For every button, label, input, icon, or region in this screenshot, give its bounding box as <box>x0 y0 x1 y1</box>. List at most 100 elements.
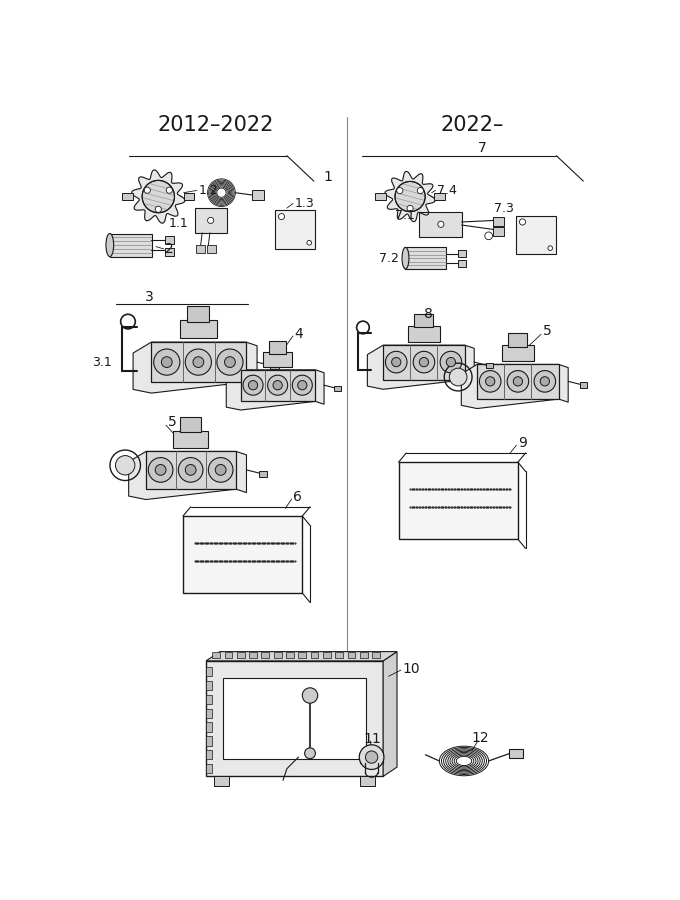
Bar <box>311 652 318 658</box>
Circle shape <box>359 745 384 770</box>
Bar <box>223 678 367 760</box>
Circle shape <box>278 213 285 220</box>
Circle shape <box>305 748 316 759</box>
Circle shape <box>307 240 311 245</box>
Circle shape <box>438 221 444 228</box>
Circle shape <box>548 246 553 250</box>
Circle shape <box>440 351 462 373</box>
Circle shape <box>116 455 135 475</box>
Circle shape <box>407 205 413 212</box>
Bar <box>206 708 212 718</box>
Text: 1.2: 1.2 <box>199 184 218 197</box>
Polygon shape <box>133 342 257 393</box>
Circle shape <box>185 464 196 475</box>
Bar <box>206 736 212 745</box>
Text: 3.1: 3.1 <box>92 356 112 369</box>
Circle shape <box>216 464 226 475</box>
Circle shape <box>193 356 204 367</box>
Text: 1.1: 1.1 <box>169 217 188 230</box>
Circle shape <box>449 368 467 386</box>
Bar <box>269 341 286 354</box>
Circle shape <box>155 464 166 475</box>
Bar <box>206 661 383 777</box>
Circle shape <box>178 457 203 482</box>
Bar <box>263 353 292 367</box>
Text: 2012–2022: 2012–2022 <box>158 115 274 135</box>
Circle shape <box>365 751 378 763</box>
Bar <box>299 652 306 658</box>
Bar <box>360 777 375 786</box>
Bar <box>180 417 201 432</box>
Bar <box>383 346 464 380</box>
Bar <box>183 516 303 593</box>
Text: 11: 11 <box>364 733 381 746</box>
Circle shape <box>446 357 456 366</box>
Circle shape <box>185 349 211 375</box>
Polygon shape <box>383 652 397 777</box>
Bar <box>493 217 504 226</box>
Bar <box>262 652 269 658</box>
Bar <box>458 260 466 267</box>
Circle shape <box>148 457 173 482</box>
Text: 1: 1 <box>324 170 333 184</box>
Circle shape <box>392 357 401 366</box>
Circle shape <box>507 371 528 392</box>
Polygon shape <box>129 452 246 500</box>
Circle shape <box>273 381 282 390</box>
Bar <box>188 305 209 321</box>
Circle shape <box>166 187 173 194</box>
Bar <box>516 216 556 255</box>
Bar <box>212 652 220 658</box>
Bar <box>286 652 294 658</box>
Circle shape <box>396 187 403 194</box>
Bar <box>196 245 205 253</box>
Bar <box>335 652 343 658</box>
Circle shape <box>386 351 407 373</box>
Text: 9: 9 <box>518 436 527 450</box>
Circle shape <box>224 356 235 367</box>
Text: 8: 8 <box>424 308 433 321</box>
Polygon shape <box>385 171 435 221</box>
Circle shape <box>479 371 501 392</box>
Bar <box>502 346 534 361</box>
Polygon shape <box>367 346 474 390</box>
Bar <box>579 382 587 388</box>
Polygon shape <box>206 652 397 661</box>
Circle shape <box>161 356 172 367</box>
Text: 10: 10 <box>403 662 420 676</box>
Bar <box>206 695 212 704</box>
Bar <box>206 751 212 760</box>
Bar <box>206 667 212 676</box>
Text: 7.1: 7.1 <box>395 210 415 222</box>
Bar <box>173 430 208 448</box>
Bar <box>335 386 341 391</box>
Circle shape <box>155 206 161 212</box>
Bar <box>206 681 212 690</box>
Circle shape <box>395 182 425 212</box>
Bar <box>249 652 257 658</box>
Bar <box>509 749 522 758</box>
Bar <box>486 363 493 368</box>
Bar <box>405 248 445 269</box>
Circle shape <box>418 187 424 194</box>
Circle shape <box>268 375 288 395</box>
Bar <box>241 370 316 401</box>
Circle shape <box>413 351 435 373</box>
Bar <box>206 723 212 732</box>
Bar <box>194 208 227 233</box>
Bar <box>274 652 282 658</box>
Bar <box>165 248 175 256</box>
Bar <box>347 652 356 658</box>
Circle shape <box>248 381 258 390</box>
Polygon shape <box>461 364 568 409</box>
Text: 5: 5 <box>167 415 176 429</box>
Bar <box>109 233 152 256</box>
Circle shape <box>534 371 556 392</box>
Text: 7.2: 7.2 <box>379 252 399 266</box>
Bar <box>477 364 559 399</box>
Bar <box>373 652 380 658</box>
Circle shape <box>208 457 233 482</box>
Circle shape <box>298 381 307 390</box>
Bar <box>180 320 217 338</box>
Bar <box>458 249 466 256</box>
